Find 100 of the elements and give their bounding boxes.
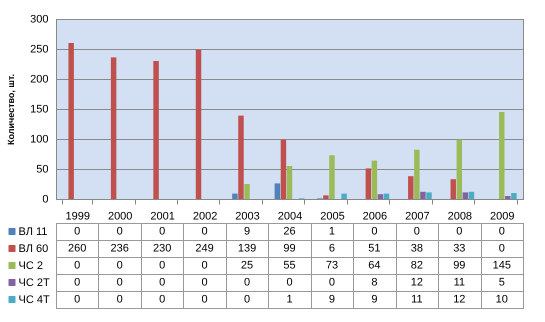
x-tick-label: 2009 [490,210,515,222]
bar [426,192,432,199]
data-label: 82 [410,260,423,272]
data-label: 0 [456,226,462,238]
data-label: 1 [286,294,293,306]
data-label: 8 [371,276,378,288]
data-label: 236 [110,242,129,254]
data-label: 25 [240,260,254,272]
y-tick-label: 300 [30,14,48,26]
data-label: 26 [283,226,296,238]
bar [366,168,372,199]
bar [499,112,504,199]
bar [323,195,329,199]
data-label: 0 [159,226,166,238]
data-label: 0 [414,226,420,238]
data-label: 0 [159,276,166,288]
legend-label: ЧС 4Т [18,294,50,306]
x-tick-label: 2007 [405,210,430,222]
bar [414,150,420,199]
data-label: 0 [371,226,378,238]
y-tick-label: 0 [42,194,48,206]
data-label: 99 [453,260,466,272]
data-label: 249 [195,242,214,254]
bar [329,155,335,199]
data-label: 0 [498,242,505,254]
x-tick-label: 1999 [65,210,90,222]
bar [238,116,244,199]
data-label: 0 [202,276,208,288]
y-tick-label: 250 [30,44,48,56]
data-label: 9 [328,294,336,306]
data-label: 0 [116,260,123,272]
data-label: 99 [283,242,296,254]
data-label: 0 [244,276,250,288]
bar [68,43,74,199]
data-label: 145 [492,260,511,272]
data-label: 12 [410,276,423,288]
x-tick-label: 2001 [150,210,175,222]
legend-label: ЧС 2Т [18,277,50,289]
data-label: 0 [74,260,80,272]
data-label: 0 [202,226,208,238]
data-label: 0 [74,226,80,238]
bar [280,140,286,199]
bar [468,192,474,199]
legend-label: ВЛ 11 [18,226,48,238]
data-label: 9 [371,294,378,306]
bar [420,192,426,199]
bar [232,194,238,199]
bar [511,193,517,199]
data-label: 0 [116,226,123,238]
data-label: 10 [496,294,508,306]
data-label: 51 [368,242,381,254]
bar [384,194,390,199]
data-label: 11 [411,294,423,306]
data-label: 0 [116,276,123,288]
bar [244,184,250,199]
bar [196,50,202,199]
data-label: 0 [159,260,166,272]
data-label: 33 [453,242,466,254]
data-label: 260 [68,242,86,254]
data-label: 64 [368,260,381,272]
bar [408,176,414,199]
data-label: 0 [498,226,505,238]
data-label: 5 [498,276,505,288]
bar [462,192,468,199]
bar [456,140,462,199]
data-label: 6 [328,242,336,254]
data-label: 11 [454,276,466,288]
bar [274,183,280,199]
y-tick-label: 100 [30,134,48,146]
data-label: 0 [74,276,80,288]
bar [372,160,378,199]
data-label: 230 [152,242,172,254]
x-tick-label: 2005 [320,210,345,222]
legend-label: ВЛ 60 [18,243,48,255]
bar [110,57,116,199]
data-label: 12 [453,294,466,306]
y-axis-title: Количество, шт. [6,74,16,146]
y-tick-label: 200 [30,74,48,86]
data-label: 0 [286,276,293,288]
bar [286,166,292,199]
x-tick-label: 2006 [362,210,388,222]
x-tick-label: 2000 [108,210,132,222]
y-tick-label: 150 [30,104,48,116]
data-label: 0 [244,294,250,306]
data-label: 73 [326,260,338,272]
y-tick-label: 50 [36,164,48,176]
x-tick-label: 2002 [192,210,218,222]
data-label: 0 [116,294,123,306]
x-tick-label: 2004 [278,210,302,222]
bar [341,194,347,199]
x-tick-label: 2003 [235,210,260,222]
legend-label: ЧС 2 [18,260,43,272]
bar [505,196,511,199]
data-label: 0 [74,294,80,306]
data-label: 0 [159,294,166,306]
data-label: 9 [244,226,250,238]
data-label: 0 [202,260,208,272]
data-label: 38 [410,242,423,254]
data-label: 0 [202,294,208,306]
data-label: 55 [283,260,296,272]
